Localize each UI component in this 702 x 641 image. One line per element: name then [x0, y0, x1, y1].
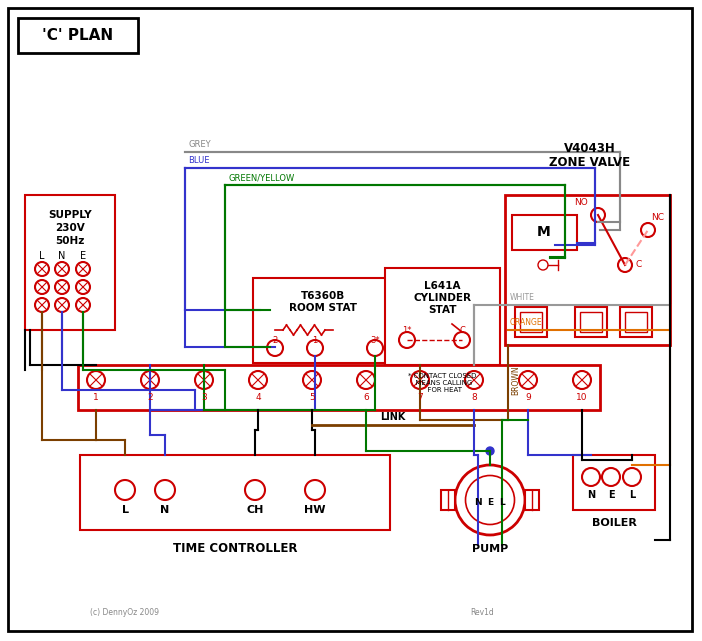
Text: 4: 4	[256, 392, 261, 401]
FancyBboxPatch shape	[580, 312, 602, 332]
Text: SUPPLY: SUPPLY	[48, 210, 92, 220]
Text: CYLINDER: CYLINDER	[413, 293, 471, 303]
Text: TIME CONTROLLER: TIME CONTROLLER	[173, 542, 297, 554]
Text: N: N	[58, 251, 66, 261]
Text: N: N	[587, 490, 595, 500]
FancyBboxPatch shape	[80, 455, 390, 530]
Text: NO: NO	[574, 198, 588, 207]
FancyBboxPatch shape	[25, 195, 115, 330]
Text: L: L	[499, 497, 505, 506]
FancyBboxPatch shape	[520, 312, 542, 332]
FancyBboxPatch shape	[512, 215, 577, 250]
Text: M: M	[537, 225, 551, 239]
Text: BLUE: BLUE	[188, 156, 209, 165]
FancyBboxPatch shape	[525, 490, 539, 510]
Text: N: N	[474, 497, 482, 506]
FancyBboxPatch shape	[78, 365, 600, 410]
FancyBboxPatch shape	[385, 268, 500, 365]
Text: 230V: 230V	[55, 223, 85, 233]
Text: 8: 8	[471, 392, 477, 401]
Text: L: L	[121, 505, 128, 515]
Text: 5: 5	[309, 392, 315, 401]
Text: 1: 1	[312, 335, 317, 344]
Text: ORANGE: ORANGE	[510, 318, 543, 327]
Text: BOILER: BOILER	[592, 518, 637, 528]
Text: 3*: 3*	[370, 335, 380, 344]
Text: V4043H: V4043H	[564, 142, 616, 154]
Text: HW: HW	[304, 505, 326, 515]
FancyBboxPatch shape	[625, 312, 647, 332]
Text: NC: NC	[651, 213, 664, 222]
Text: 2: 2	[272, 335, 277, 344]
FancyBboxPatch shape	[18, 18, 138, 53]
Text: L641A: L641A	[424, 281, 461, 291]
Text: E: E	[80, 251, 86, 261]
Text: GREY: GREY	[188, 140, 211, 149]
Text: ZONE VALVE: ZONE VALVE	[550, 156, 630, 169]
Text: 7: 7	[417, 392, 423, 401]
Text: BROWN: BROWN	[511, 365, 520, 395]
Text: T6360B: T6360B	[301, 291, 345, 301]
Text: GREEN/YELLOW: GREEN/YELLOW	[228, 173, 294, 182]
Text: WHITE: WHITE	[510, 293, 535, 302]
Text: 10: 10	[576, 392, 588, 401]
Text: * CONTACT CLOSED
  MEANS CALLING
  FOR HEAT: * CONTACT CLOSED MEANS CALLING FOR HEAT	[408, 373, 476, 393]
Text: L: L	[39, 251, 45, 261]
Text: (c) DennyOz 2009: (c) DennyOz 2009	[90, 608, 159, 617]
FancyBboxPatch shape	[515, 307, 547, 337]
Text: 6: 6	[363, 392, 369, 401]
FancyBboxPatch shape	[575, 307, 607, 337]
Text: 3: 3	[201, 392, 207, 401]
Text: L: L	[629, 490, 635, 500]
Text: N: N	[160, 505, 170, 515]
Text: 1*: 1*	[402, 326, 412, 335]
Text: 2: 2	[147, 392, 153, 401]
Text: PUMP: PUMP	[472, 544, 508, 554]
Text: STAT: STAT	[428, 305, 456, 315]
FancyBboxPatch shape	[8, 8, 692, 631]
FancyBboxPatch shape	[573, 455, 655, 510]
Text: C: C	[635, 260, 641, 269]
Text: 50Hz: 50Hz	[55, 236, 85, 246]
FancyBboxPatch shape	[441, 490, 455, 510]
Text: E: E	[608, 490, 614, 500]
Text: 1: 1	[93, 392, 99, 401]
Text: E: E	[487, 497, 493, 506]
Text: C: C	[459, 326, 465, 335]
Text: 9: 9	[525, 392, 531, 401]
FancyBboxPatch shape	[620, 307, 652, 337]
FancyBboxPatch shape	[505, 195, 670, 345]
Text: 'C' PLAN: 'C' PLAN	[42, 28, 114, 42]
Circle shape	[486, 447, 494, 455]
Text: LINK: LINK	[380, 412, 406, 422]
Text: CH: CH	[246, 505, 264, 515]
Text: ROOM STAT: ROOM STAT	[289, 303, 357, 313]
Text: Rev1d: Rev1d	[470, 608, 494, 617]
FancyBboxPatch shape	[253, 278, 393, 363]
